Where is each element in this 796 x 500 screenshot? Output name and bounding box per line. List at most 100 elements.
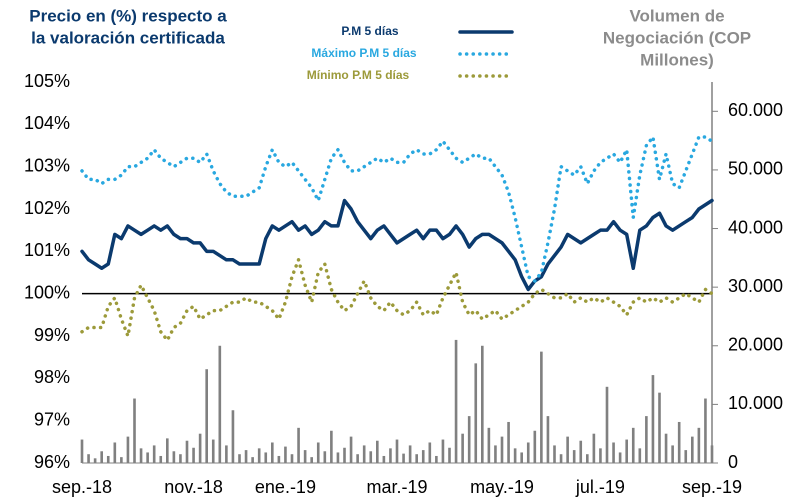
volume-bar [645,416,648,463]
volume-bar [664,433,668,463]
volume-bar [697,427,701,463]
volume-bar [612,442,615,463]
volume-bar [264,452,268,463]
volume-bar [599,448,602,463]
x-tick-label: sep.-18 [52,477,112,497]
volume-bar [369,451,373,463]
volume-bar [631,427,635,463]
volume-bar [677,421,681,463]
y2-tick-label: 20.000 [728,335,783,355]
volume-bar [93,458,97,463]
volume-bar [152,445,156,463]
legend-label: P.M 5 días [341,24,398,38]
volume-bar [257,448,261,463]
y-tick-label: 101% [24,240,70,260]
volume-bar [540,351,543,463]
y-tick-label: 99% [34,325,70,345]
volume-bar [481,345,484,463]
volume-bar [356,454,359,463]
volume-bar [120,457,123,463]
y2-axis-title: Millones) [640,50,714,69]
volume-bar [382,455,386,463]
volume-bar [507,421,510,463]
volume-bar [362,445,366,463]
volume-bar [566,436,569,463]
series-line [80,258,714,342]
x-tick-label: nov.-18 [164,477,223,497]
volume-bar [80,439,84,463]
volume-bar [330,430,333,463]
volume-bar [651,375,655,463]
y2-axis-title: Volumen de [629,6,724,25]
volume-bar [513,448,517,463]
volume-bar [592,433,596,463]
volume-bar [316,442,320,463]
y2-axis-title: Negociación (COP [603,28,751,47]
volume-bar [487,427,491,463]
y2-tick-label: 50.000 [728,159,783,179]
y-tick-label: 103% [24,155,70,175]
volume-bar [454,339,458,463]
y-tick-label: 98% [34,367,70,387]
volume-bar [218,345,222,463]
y-tick-label: 100% [24,282,70,302]
volume-bar [349,436,353,463]
volume-bar [704,398,707,463]
volume-bar [428,442,432,463]
x-tick-label: may.-19 [470,477,534,497]
volume-bar [336,452,340,463]
volume-bar [691,436,694,463]
volume-bar [284,446,287,463]
volume-bar [100,451,103,463]
volume-bar [533,430,537,463]
volume-bar [251,457,254,463]
volume-bar [290,454,294,463]
volume-bar [448,447,451,463]
y-axis-title: la valoración certificada [31,28,225,47]
x-tick-label: jul.-19 [575,477,625,497]
volume-bar [638,448,642,463]
volume-bar [179,454,182,463]
volume-bar [87,454,90,463]
volume-bar [415,454,418,463]
volume-bar [172,451,176,463]
volume-bar [421,450,425,463]
volume-bar [520,452,523,463]
volume-bar [546,416,550,463]
volume-bar [474,363,478,463]
y2-tick-label: 60.000 [728,100,783,120]
x-tick-label: sep.-19 [682,477,742,497]
volume-bar [106,455,110,463]
volume-bar [408,445,412,463]
y-tick-label: 102% [24,198,70,218]
volume-bar [139,448,143,463]
volume-bar [494,445,497,463]
volume-bar [441,439,445,463]
volume-bar [185,440,189,463]
y-tick-label: 104% [24,113,70,133]
volume-bar [402,453,405,463]
volume-bar [133,398,136,463]
volume-bar [395,439,399,463]
y2-tick-label: 30.000 [728,276,783,296]
volume-bar [198,433,202,463]
x-tick-label: mar.-19 [366,477,427,497]
legend-label: Máximo P.M 5 días [311,46,416,60]
volume-bar [271,442,274,463]
volume-bar [618,452,622,463]
volume-bar [205,369,208,463]
volume-bar [244,450,248,463]
volume-bar [238,454,241,463]
volume-bar [310,457,313,463]
x-tick-label: ene.-19 [255,477,316,497]
volume-bar [553,445,556,463]
volume-bar [113,442,117,463]
series-line [80,135,714,283]
y2-tick-label: 10.000 [728,393,783,413]
volume-bar [159,455,163,463]
volume-bar [671,445,674,463]
volume-bar [389,448,392,463]
series-line [80,198,714,292]
volume-bar [323,451,327,463]
volume-bar [658,392,661,463]
